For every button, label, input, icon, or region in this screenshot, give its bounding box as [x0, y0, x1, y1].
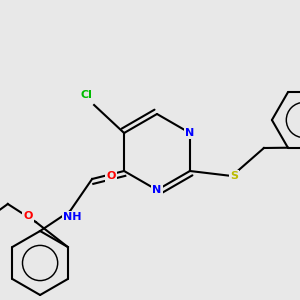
Text: N: N — [185, 128, 194, 138]
Text: O: O — [23, 211, 32, 221]
Text: O: O — [106, 171, 116, 181]
Text: S: S — [230, 171, 238, 181]
Text: Cl: Cl — [80, 90, 92, 100]
Text: NH: NH — [63, 212, 81, 222]
Text: N: N — [152, 185, 162, 195]
